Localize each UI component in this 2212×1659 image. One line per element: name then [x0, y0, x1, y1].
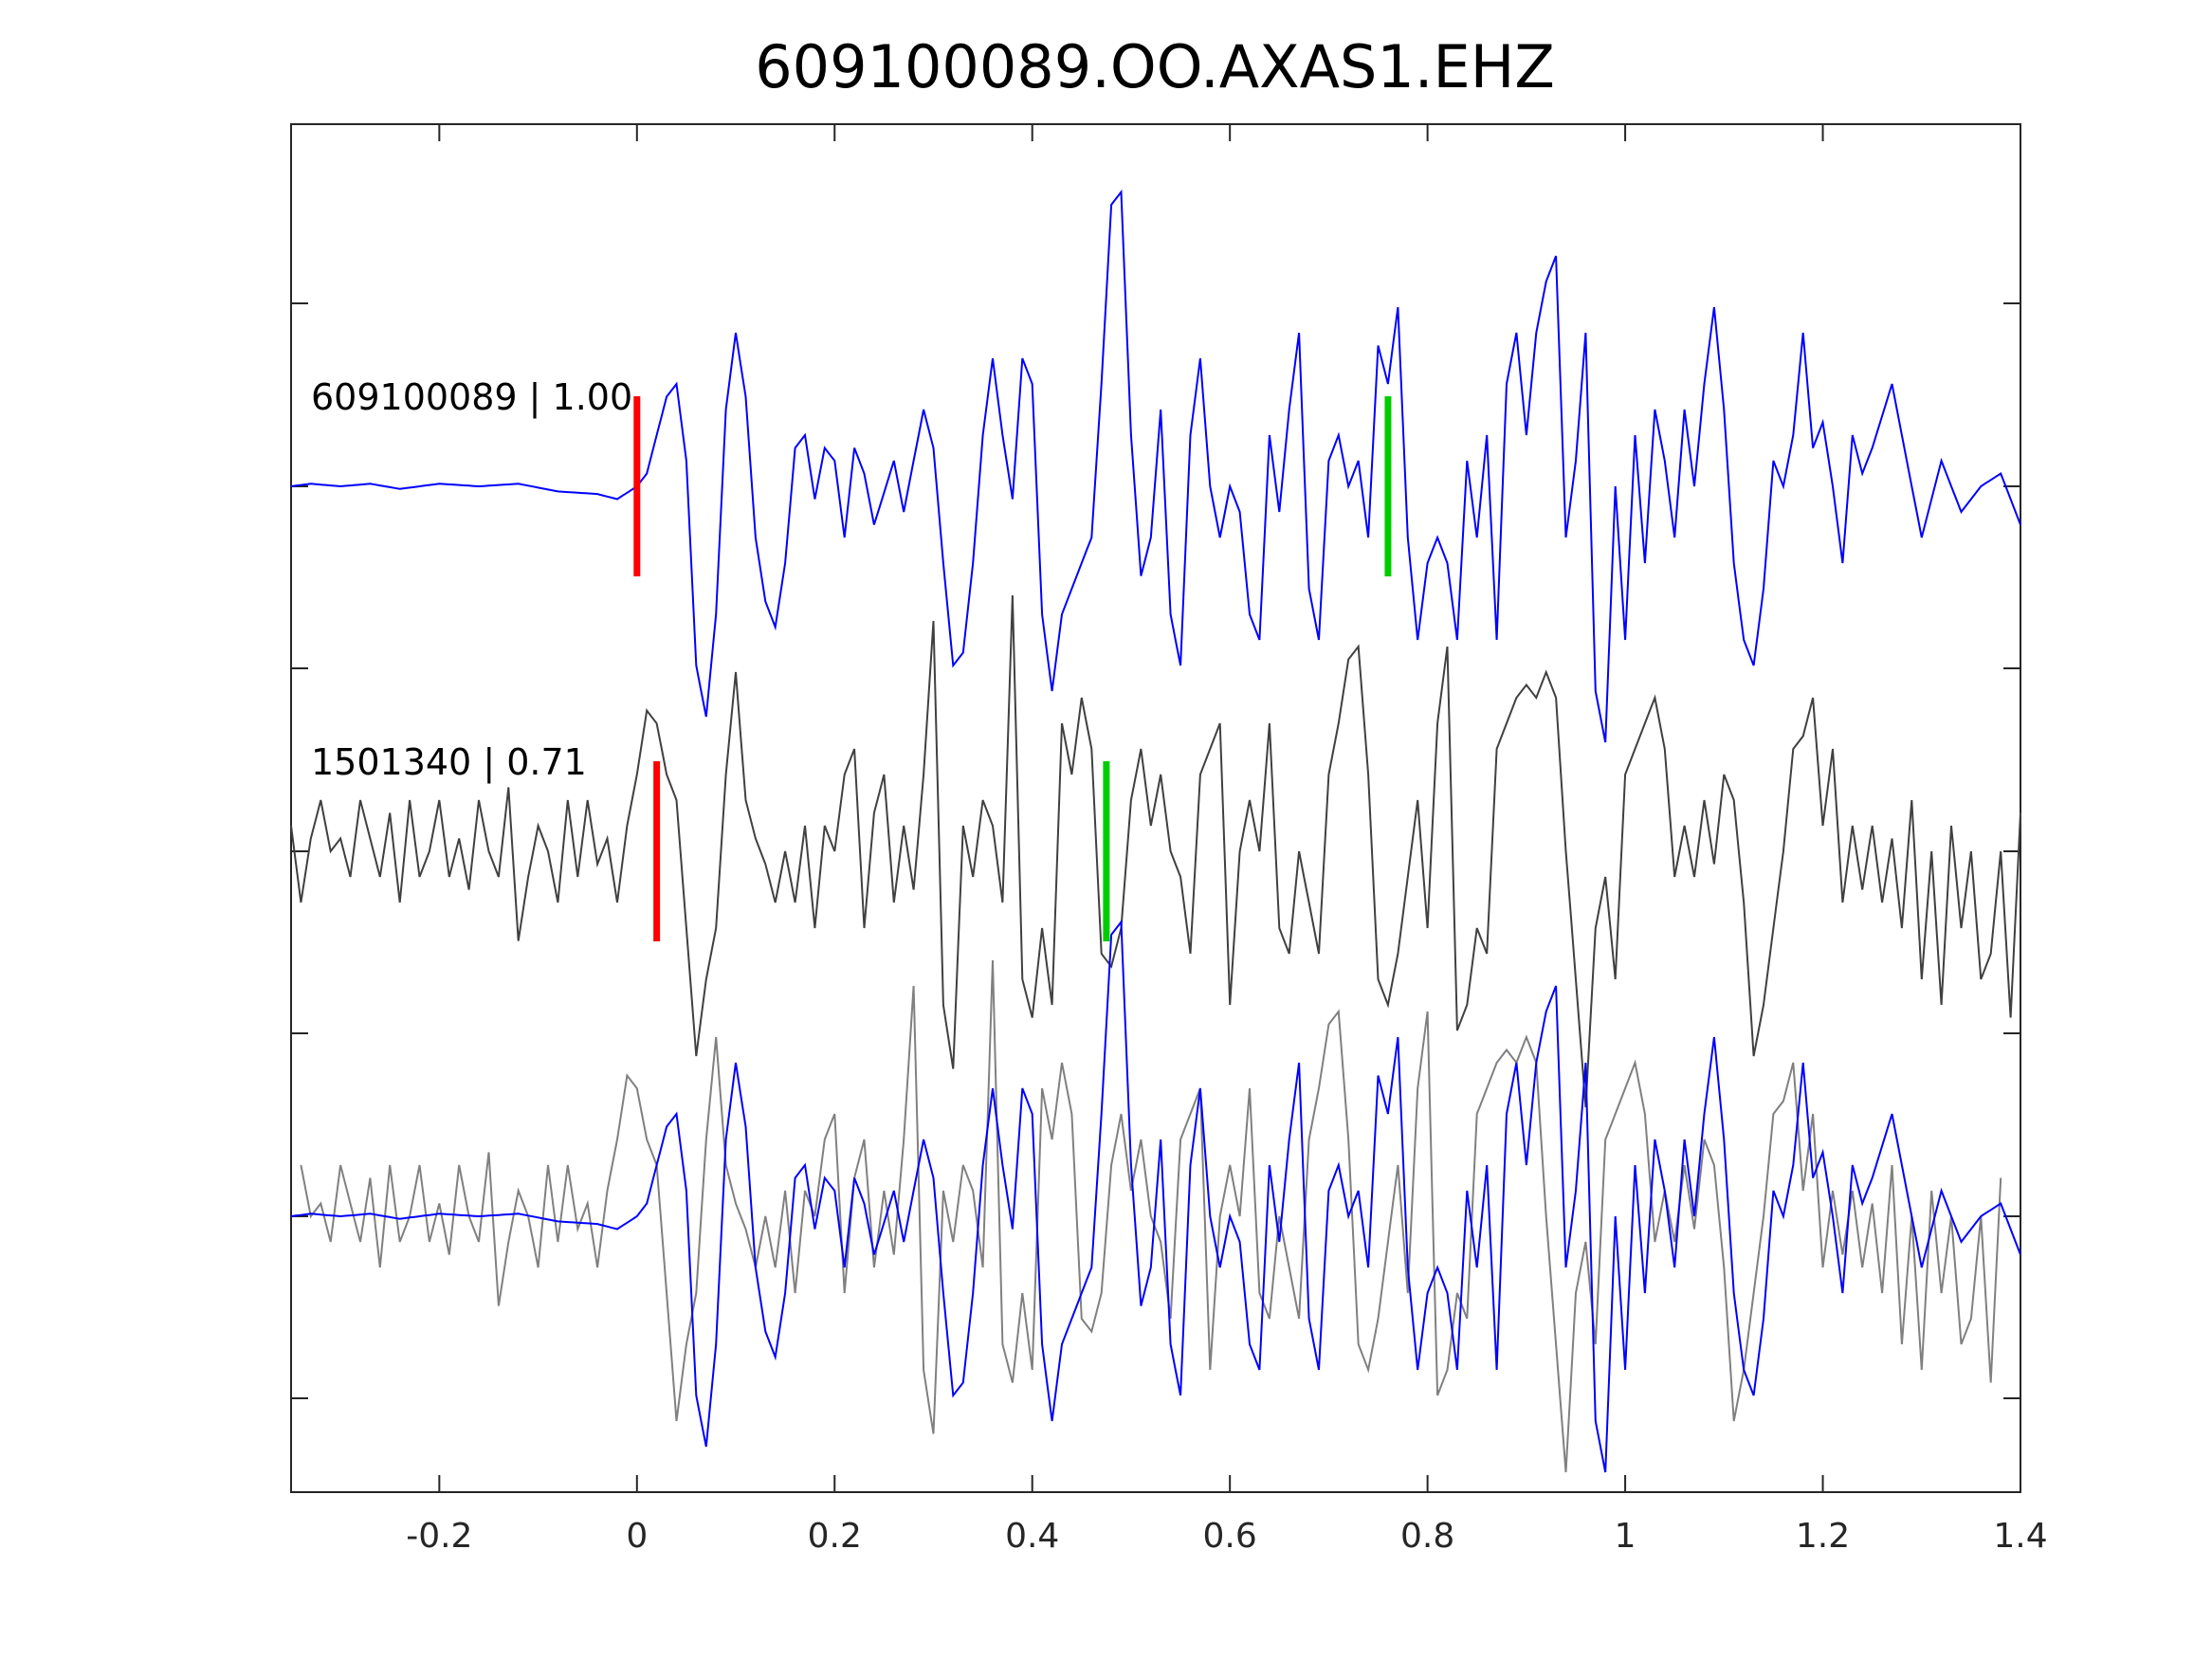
x-tick-label: 1.2 — [1796, 1517, 1850, 1556]
x-axis-ticks: -0.2 0 0.2 0.4 0.6 0.8 1 1.2 1.4 — [406, 124, 2048, 1556]
match-waveform — [290, 594, 2021, 1108]
trace-label-match: 1501340 | 0.71 — [311, 741, 587, 784]
x-tick-label: 0.4 — [1005, 1517, 1059, 1556]
trace-labels: 609100089 | 1.00 1501340 | 0.71 — [311, 376, 632, 784]
chart-title: 609100089.OO.AXAS1.EHZ — [755, 32, 1555, 101]
overlay-match-waveform — [300, 959, 2002, 1473]
x-tick-label: 0 — [626, 1517, 648, 1556]
overlay-template-waveform — [290, 919, 2021, 1473]
x-tick-label: 0.2 — [808, 1517, 862, 1556]
trace-group — [290, 189, 2021, 1473]
pick-markers — [633, 396, 1392, 941]
axes-box — [290, 123, 2021, 1493]
trace-label-template: 609100089 | 1.00 — [311, 376, 632, 419]
x-tick-label: -0.2 — [406, 1517, 472, 1556]
x-tick-label: 0.8 — [1400, 1517, 1454, 1556]
x-tick-label: 1.4 — [1993, 1517, 2047, 1556]
x-tick-label: 1 — [1615, 1517, 1636, 1556]
plot-area: -0.2 0 0.2 0.4 0.6 0.8 1 1.2 1.4 609100089 | 1.0… — [290, 123, 2048, 1556]
template-waveform — [290, 189, 2021, 743]
x-tick-label: 0.6 — [1203, 1517, 1257, 1556]
